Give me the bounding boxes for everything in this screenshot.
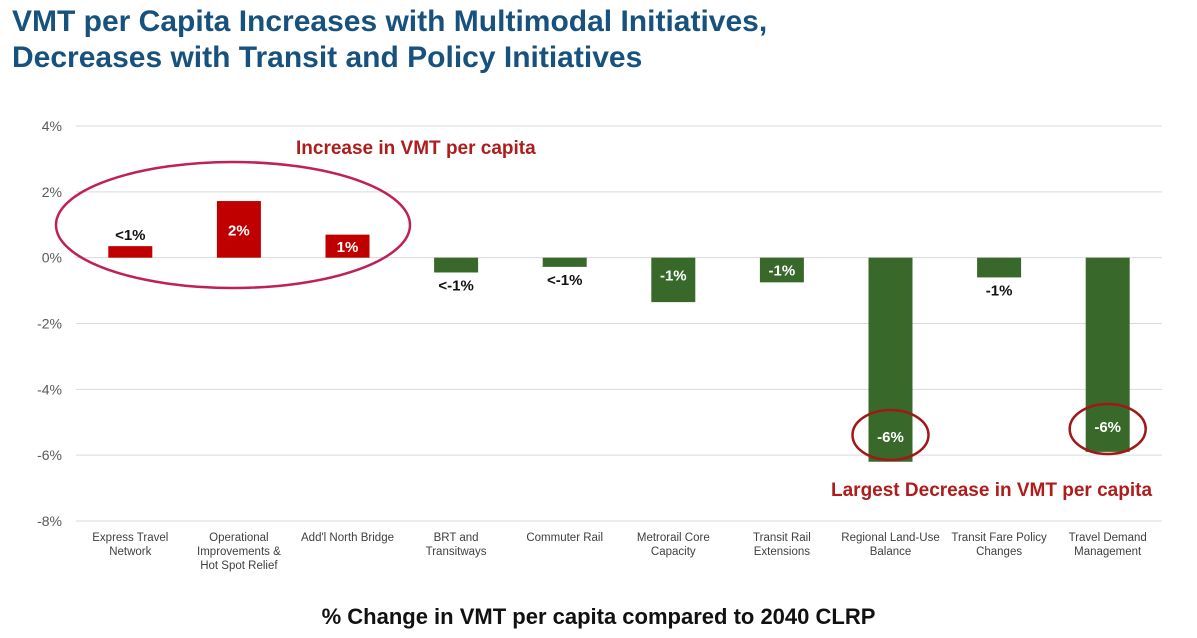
category-label: Balance [870, 546, 912, 558]
decrease-ellipse [1068, 402, 1147, 456]
chart-title: VMT per Capita Increases with Multimodal… [12, 4, 767, 76]
y-tick-label: 4% [42, 118, 62, 134]
chart-title-line-2: Decreases with Transit and Policy Initia… [12, 41, 643, 74]
bar [434, 257, 479, 273]
category-label: Capacity [651, 546, 696, 558]
category-label: Metrorail Core [637, 532, 710, 544]
category-label: Travel Demand [1069, 532, 1147, 544]
y-tick-label: -4% [37, 381, 62, 397]
bar [542, 257, 587, 267]
bar [977, 257, 1022, 278]
y-tick-label: -2% [37, 316, 62, 332]
data-label: -6% [1094, 419, 1121, 436]
y-tick-label: 2% [42, 184, 62, 200]
increase-ellipse [54, 160, 412, 290]
bar [868, 257, 913, 462]
data-label: 1% [337, 239, 359, 256]
category-label: Add'l North Bridge [301, 532, 394, 544]
bar [759, 257, 804, 283]
increase-annotation: Increase in VMT per capita [296, 138, 536, 159]
category-label: Management [1074, 546, 1142, 558]
category-label: Network [109, 546, 151, 558]
bar [1085, 257, 1130, 452]
category-label: BRT and [434, 532, 479, 544]
category-label: Changes [976, 546, 1022, 558]
data-label: -1% [660, 268, 687, 285]
bar [651, 257, 696, 303]
category-label: Transit Fare Policy [951, 532, 1047, 544]
data-label: <1% [115, 227, 145, 244]
x-axis-title: % Change in VMT per capita compared to 2… [321, 604, 876, 629]
bar-chart: 4% 2% 0% -2% -4% -6% -8% <1% Express Travel Netwo… [37, 118, 1162, 572]
data-label: <-1% [438, 277, 473, 294]
category-label: Hot Spot Relief [200, 560, 278, 572]
category-label: Operational [209, 532, 268, 544]
category-label: Commuter Rail [526, 532, 603, 544]
bar [325, 234, 370, 258]
y-tick-label: 0% [42, 250, 62, 266]
category-label: Extensions [754, 546, 811, 558]
bar [108, 246, 153, 258]
bar [216, 201, 261, 258]
category-label: Transit Rail [753, 532, 811, 544]
category-label: Improvements & [197, 546, 281, 558]
y-tick-label: -8% [37, 513, 62, 529]
y-tick-label: -6% [37, 447, 62, 463]
data-label: -1% [986, 282, 1013, 299]
data-label: <-1% [547, 272, 582, 289]
category-label: Express Travel [92, 532, 168, 544]
chart-title-line-1: VMT per Capita Increases with Multimodal… [12, 5, 768, 38]
category-label: Transitways [426, 546, 487, 558]
category-label: Regional Land-Use [841, 532, 939, 544]
data-label: -6% [877, 429, 904, 446]
data-label: 2% [228, 222, 250, 239]
decrease-ellipse [851, 408, 930, 462]
decrease-annotation: Largest Decrease in VMT per capita [831, 480, 1152, 501]
data-label: -1% [769, 263, 796, 280]
